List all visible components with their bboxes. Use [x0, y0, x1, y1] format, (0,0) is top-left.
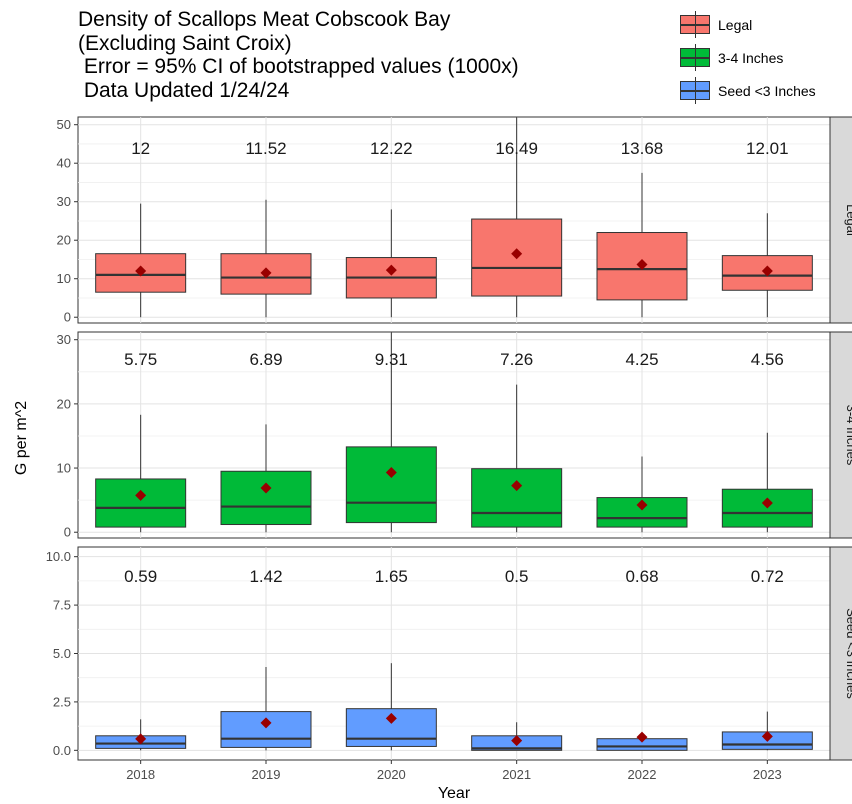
x-tick-label: 2019 [252, 767, 281, 782]
panel-seed-3-inches: 0.0 2.5 5.0 7.5 10.0 0.59 1.42 1.65 0.5 0.68 0.72 S… [46, 546, 852, 761]
panel-3-4-inches: 0 10 20 30 5.75 6.89 9.31 7.26 4.25 4.56 3-4 Inche… [57, 331, 852, 540]
mean-value-label: 6.89 [249, 350, 282, 369]
legend-label-seed: Seed <3 Inches [718, 82, 816, 99]
y-tick-label: 10 [57, 461, 71, 476]
box-2020 [345, 446, 437, 524]
mean-value-label: 12.22 [370, 139, 413, 158]
panel-legal: 0 10 20 30 40 50 12 11.52 12.22 16.49 13.68 12.01 Le… [57, 116, 852, 325]
y-tick-label: 0 [64, 310, 71, 325]
mean-marker [385, 264, 397, 276]
mean-value-label: 0.68 [625, 567, 658, 586]
panel-background [77, 116, 831, 324]
title-line-4: Data Updated 1/24/24 [78, 78, 290, 102]
chart-title: Density of Scallops Meat Cobscook Bay (E… [78, 8, 519, 102]
x-tick-label: 2018 [126, 767, 155, 782]
box-2018 [95, 478, 187, 528]
facet-strip [829, 331, 852, 539]
legend-key-seed [680, 77, 710, 104]
box-2021 [471, 468, 563, 528]
mean-marker [511, 480, 523, 492]
y-tick-label: 7.5 [53, 598, 71, 613]
facet-strip-label: 3-4 Inches [844, 405, 852, 466]
facet-strip [829, 116, 852, 324]
mean-marker [761, 497, 773, 509]
legend-label-legal: Legal [718, 16, 753, 33]
legend-item-3-4-inches: 3-4 Inches [680, 41, 816, 74]
y-tick-label: 20 [57, 396, 71, 411]
mean-marker [135, 733, 147, 745]
y-tick-label: 50 [57, 117, 71, 132]
x-tick-label: 2022 [628, 767, 657, 782]
mean-marker [511, 735, 523, 747]
box-2019 [220, 470, 312, 526]
mean-value-label: 12 [131, 139, 150, 158]
mean-marker [636, 731, 648, 743]
mean-marker [511, 248, 523, 260]
x-axis-label: Year [438, 785, 471, 802]
legend-item-legal: Legal [680, 8, 816, 41]
mean-marker [260, 717, 272, 729]
y-tick-label: 2.5 [53, 694, 71, 709]
mean-value-label: 0.5 [505, 567, 529, 586]
mean-marker [135, 489, 147, 501]
mean-value-label: 11.52 [245, 139, 286, 158]
mean-value-label: 9.31 [375, 350, 408, 369]
mean-marker [636, 499, 648, 511]
mean-value-label: 5.75 [124, 350, 157, 369]
mean-marker [761, 730, 773, 742]
legend-key-legal [680, 11, 710, 38]
box-2019 [220, 711, 312, 748]
mean-marker [260, 267, 272, 279]
y-tick-label: 20 [57, 233, 71, 248]
mean-value-label: 0.59 [124, 567, 157, 586]
x-tick-label: 2021 [502, 767, 531, 782]
mean-value-label: 7.26 [500, 350, 533, 369]
mean-value-label: 1.65 [375, 567, 408, 586]
y-tick-label: 0 [64, 525, 71, 540]
title-line-2: (Excluding Saint Croix) [78, 31, 292, 55]
mean-marker [385, 466, 397, 478]
title-line-1: Density of Scallops Meat Cobscook Bay [78, 8, 451, 31]
title-line-3: Error = 95% CI of bootstrapped values (1… [78, 55, 519, 78]
facet-strip-label: Seed <3 Inches [844, 608, 852, 699]
y-tick-label: 30 [57, 332, 71, 347]
mean-value-label: 4.25 [625, 350, 658, 369]
mean-value-label: 13.68 [621, 139, 664, 158]
x-tick-label: 2020 [377, 767, 406, 782]
y-tick-label: 0.0 [53, 743, 71, 758]
y-tick-label: 10.0 [46, 549, 71, 564]
mean-value-label: 4.56 [751, 350, 784, 369]
mean-marker [385, 712, 397, 724]
legend: Legal 3-4 Inches Seed <3 Inches [680, 8, 816, 107]
panel-background [77, 331, 831, 539]
mean-value-label: 16.49 [495, 139, 538, 158]
facet-strip [829, 546, 852, 761]
y-tick-label: 5.0 [53, 646, 71, 661]
y-tick-label: 40 [57, 156, 71, 171]
legend-label-3-4-inches: 3-4 Inches [718, 49, 784, 66]
y-tick-label: 30 [57, 194, 71, 209]
box-2023 [721, 255, 813, 291]
x-tick-label: 2023 [753, 767, 782, 782]
mean-value-label: 1.42 [249, 567, 282, 586]
mean-marker [135, 265, 147, 277]
facet-strip-label: Legal [844, 204, 852, 236]
mean-marker [761, 265, 773, 277]
mean-value-label: 12.01 [746, 139, 789, 158]
mean-marker [260, 482, 272, 494]
legend-item-seed: Seed <3 Inches [680, 74, 816, 107]
legend-key-3-4-inches [680, 44, 710, 71]
mean-value-label: 0.72 [751, 567, 784, 586]
mean-marker [636, 259, 648, 271]
y-axis-label: G per m^2 [13, 401, 30, 475]
y-tick-label: 10 [57, 271, 71, 286]
